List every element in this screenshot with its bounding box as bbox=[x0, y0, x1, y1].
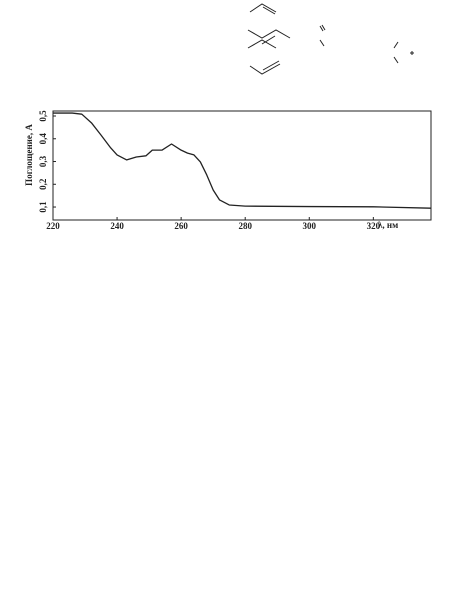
bond bbox=[249, 3, 277, 13]
y-tick-label: 0,3 bbox=[38, 155, 48, 167]
bond bbox=[321, 24, 326, 31]
bond bbox=[261, 35, 276, 45]
bond bbox=[247, 29, 291, 39]
y-tick-label: 0,2 bbox=[38, 178, 48, 190]
bond bbox=[249, 63, 281, 75]
bond bbox=[319, 25, 324, 32]
x-tick-label: 260 bbox=[174, 221, 188, 231]
bond bbox=[262, 6, 276, 15]
x-tick-label: 300 bbox=[303, 221, 317, 231]
bond bbox=[393, 41, 399, 49]
x-axis-label: λ, нм bbox=[378, 220, 398, 230]
y-tick-label: 0,4 bbox=[38, 133, 48, 145]
y-tick-label: 0,5 bbox=[38, 110, 48, 122]
bond bbox=[247, 39, 277, 49]
x-tick-label: 240 bbox=[110, 221, 124, 231]
chemical-structure bbox=[247, 3, 414, 75]
x-tick-label: 320 bbox=[367, 221, 381, 231]
bond bbox=[262, 60, 280, 71]
x-tick-label: 280 bbox=[238, 221, 252, 231]
y-tick-label: 0,1 bbox=[38, 201, 48, 213]
x-tick-label: 220 bbox=[46, 221, 60, 231]
bond bbox=[319, 39, 325, 47]
plot-frame bbox=[52, 110, 432, 221]
bond bbox=[393, 56, 399, 64]
y-axis-label: Поглощение, A bbox=[24, 124, 34, 186]
spectrum-line bbox=[53, 112, 432, 209]
